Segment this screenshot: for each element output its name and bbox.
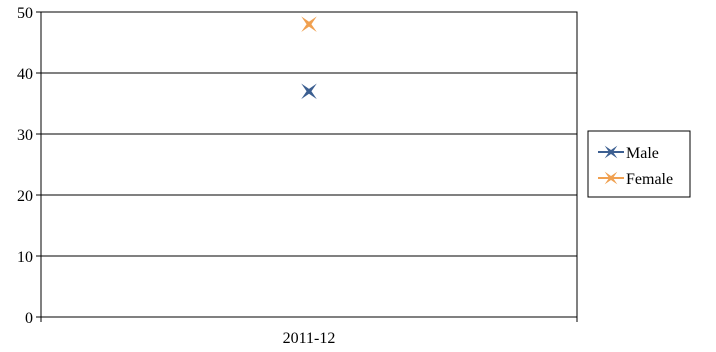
- y-tick-label: 50: [17, 5, 33, 22]
- data-point-male: [301, 83, 317, 100]
- legend-label-female: Female: [626, 171, 673, 188]
- legend-box: [587, 130, 691, 198]
- legend: Male Female: [587, 130, 691, 198]
- legend-label-male: Male: [626, 145, 659, 162]
- plot-area: [40, 11, 578, 318]
- grid-layer: [41, 11, 577, 318]
- data-point-female: [301, 16, 317, 32]
- y-tick-label: 30: [17, 127, 33, 144]
- y-axis: 0 10 20 30 40 50: [17, 5, 41, 327]
- y-tick-label: 20: [17, 188, 33, 205]
- x-axis: 2011-12: [40, 317, 578, 347]
- x-tick-label: 2011-12: [283, 330, 336, 347]
- y-tick-label: 10: [17, 249, 33, 266]
- legend-marker-male: [604, 145, 618, 159]
- y-tick-label: 0: [25, 310, 33, 327]
- data-points: [301, 16, 317, 100]
- legend-marker-female: [604, 171, 618, 185]
- y-tick-label: 40: [17, 66, 33, 83]
